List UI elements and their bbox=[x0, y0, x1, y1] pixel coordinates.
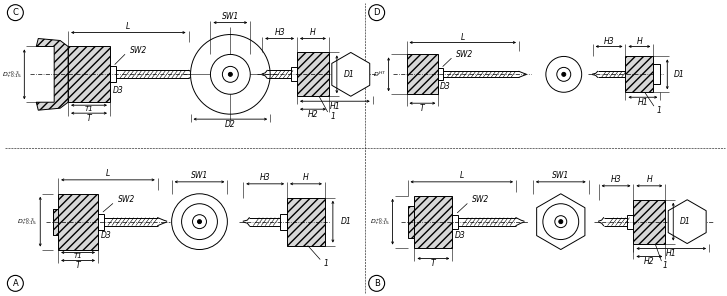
Circle shape bbox=[7, 5, 23, 21]
Text: A: A bbox=[12, 279, 18, 288]
Text: SW1: SW1 bbox=[553, 171, 569, 180]
Polygon shape bbox=[668, 200, 706, 244]
Text: L: L bbox=[106, 169, 110, 178]
Text: D: D bbox=[374, 8, 380, 17]
Circle shape bbox=[222, 66, 238, 82]
Bar bbox=[438, 68, 443, 80]
Circle shape bbox=[190, 35, 270, 114]
Text: $D_{+0.15}^{+0.3}$: $D_{+0.15}^{+0.3}$ bbox=[370, 216, 390, 227]
Circle shape bbox=[172, 194, 228, 250]
Bar bbox=[414, 196, 452, 247]
Circle shape bbox=[543, 204, 579, 239]
Text: H: H bbox=[303, 173, 309, 182]
Circle shape bbox=[559, 220, 563, 224]
Bar bbox=[654, 65, 660, 84]
Text: SW2: SW2 bbox=[130, 46, 147, 55]
Bar bbox=[406, 54, 438, 94]
Text: T: T bbox=[431, 259, 435, 268]
Text: 1: 1 bbox=[663, 261, 667, 270]
Text: H: H bbox=[646, 175, 652, 184]
Text: D3: D3 bbox=[440, 82, 451, 91]
Text: 1: 1 bbox=[657, 106, 662, 115]
Circle shape bbox=[557, 67, 571, 81]
Text: H1: H1 bbox=[666, 249, 677, 258]
Text: $D^{H7}$: $D^{H7}$ bbox=[373, 70, 385, 79]
Bar bbox=[452, 215, 458, 229]
Text: $D_{+0.15}^{+0.3}$: $D_{+0.15}^{+0.3}$ bbox=[17, 216, 37, 227]
Circle shape bbox=[193, 215, 206, 229]
Text: T1: T1 bbox=[73, 253, 82, 260]
Bar bbox=[297, 52, 329, 96]
Text: D1: D1 bbox=[674, 70, 685, 79]
Bar bbox=[58, 194, 98, 250]
Circle shape bbox=[228, 72, 233, 76]
Text: D2: D2 bbox=[225, 120, 236, 129]
Circle shape bbox=[555, 216, 567, 228]
Polygon shape bbox=[332, 52, 370, 96]
Text: D3: D3 bbox=[455, 231, 465, 240]
Text: SW1: SW1 bbox=[191, 171, 208, 180]
Text: 1: 1 bbox=[331, 112, 335, 121]
Bar bbox=[280, 214, 287, 230]
Text: L: L bbox=[459, 171, 464, 180]
Bar bbox=[68, 46, 110, 102]
Circle shape bbox=[182, 204, 217, 239]
Text: H3: H3 bbox=[260, 173, 270, 182]
Text: C: C bbox=[12, 8, 18, 17]
Circle shape bbox=[198, 220, 201, 224]
Text: SW2: SW2 bbox=[473, 195, 489, 204]
Text: L: L bbox=[461, 33, 465, 42]
Text: D1: D1 bbox=[344, 70, 355, 79]
Circle shape bbox=[546, 57, 582, 92]
Text: D3: D3 bbox=[100, 231, 111, 240]
Bar bbox=[625, 57, 654, 92]
Text: H: H bbox=[310, 28, 316, 37]
Text: SW1: SW1 bbox=[222, 12, 239, 21]
Circle shape bbox=[369, 275, 385, 291]
Circle shape bbox=[7, 275, 23, 291]
Text: T: T bbox=[420, 104, 425, 113]
Text: SW2: SW2 bbox=[118, 195, 135, 204]
Text: T: T bbox=[87, 114, 92, 123]
Circle shape bbox=[369, 5, 385, 21]
Text: H2: H2 bbox=[308, 110, 318, 119]
Polygon shape bbox=[36, 38, 68, 110]
Text: B: B bbox=[374, 279, 379, 288]
Bar bbox=[408, 206, 414, 238]
Polygon shape bbox=[537, 194, 585, 250]
Text: L: L bbox=[126, 22, 130, 31]
Bar bbox=[633, 200, 665, 244]
Text: H: H bbox=[637, 37, 642, 46]
Text: D1: D1 bbox=[341, 217, 352, 226]
Text: T1: T1 bbox=[84, 106, 93, 112]
Text: 1: 1 bbox=[324, 259, 329, 268]
Circle shape bbox=[562, 72, 566, 76]
Text: H3: H3 bbox=[603, 37, 614, 46]
Text: H2: H2 bbox=[644, 257, 655, 266]
Text: T: T bbox=[76, 261, 81, 270]
Bar bbox=[627, 215, 633, 229]
Text: H1: H1 bbox=[638, 98, 648, 107]
Bar bbox=[53, 209, 58, 235]
Bar bbox=[287, 198, 325, 246]
Text: SW2: SW2 bbox=[457, 50, 473, 59]
Text: $D_{+0.15}^{+0.3}$: $D_{+0.15}^{+0.3}$ bbox=[2, 69, 23, 80]
Bar bbox=[110, 66, 116, 82]
Text: H3: H3 bbox=[274, 28, 285, 37]
Bar bbox=[291, 67, 297, 81]
Bar bbox=[98, 214, 104, 230]
Text: H3: H3 bbox=[611, 175, 622, 184]
Text: D3: D3 bbox=[113, 86, 124, 95]
Text: D1: D1 bbox=[680, 217, 691, 226]
Circle shape bbox=[210, 54, 250, 94]
Text: H1: H1 bbox=[329, 102, 340, 111]
